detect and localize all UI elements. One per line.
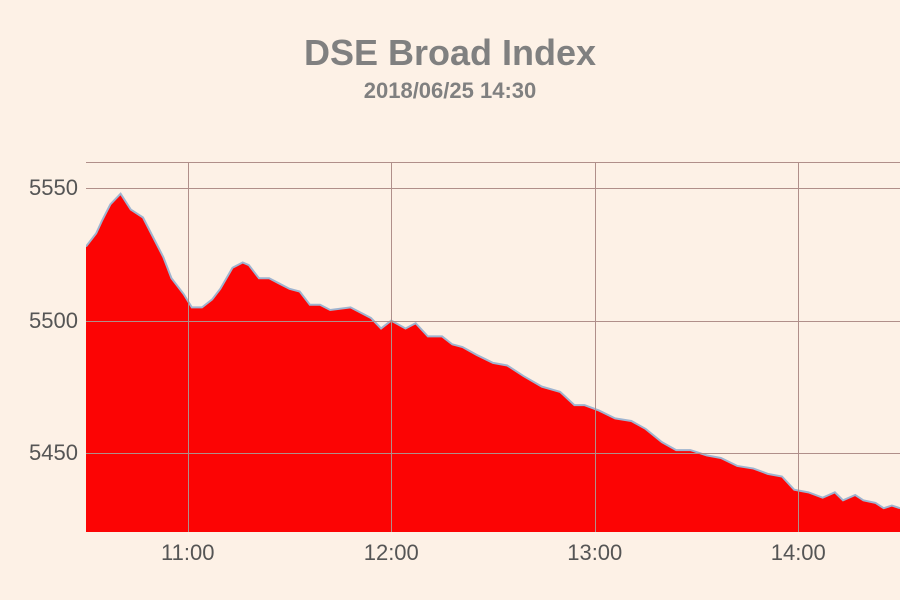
gridline-v <box>798 162 799 532</box>
plot-region: 54505500555011:0012:0013:0014:00 <box>86 162 900 532</box>
gridline-h <box>86 321 900 322</box>
gridline-h <box>86 188 900 189</box>
area-series <box>86 162 900 532</box>
y-tick-label: 5500 <box>29 308 86 334</box>
gridline-h <box>86 453 900 454</box>
gridline-v <box>391 162 392 532</box>
y-tick-label: 5550 <box>29 175 86 201</box>
x-tick-label: 13:00 <box>567 532 622 566</box>
chart-title: DSE Broad Index <box>0 32 900 74</box>
title-block: DSE Broad Index 2018/06/25 14:30 <box>0 32 900 104</box>
x-tick-label: 12:00 <box>364 532 419 566</box>
x-tick-label: 11:00 <box>161 532 214 566</box>
y-tick-label: 5450 <box>29 440 86 466</box>
x-tick-label: 14:00 <box>771 532 826 566</box>
gridline-v <box>188 162 189 532</box>
gridline-v <box>595 162 596 532</box>
chart-subtitle: 2018/06/25 14:30 <box>0 78 900 104</box>
